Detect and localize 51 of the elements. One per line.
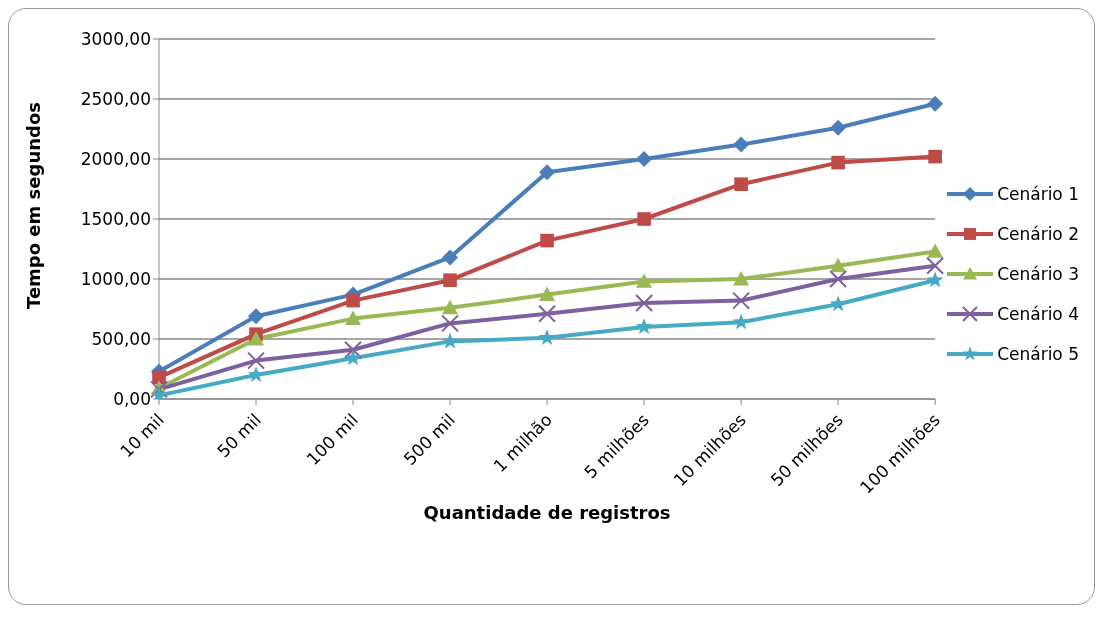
y-axis-title: Tempo em segundos [23,102,45,309]
point [248,331,265,346]
point [150,380,168,399]
point [248,308,265,325]
point [539,286,556,301]
y-tick-label: 3000,00 [80,29,151,50]
point [636,151,653,167]
point [733,136,750,153]
y-tick-label: 1500,00 [80,209,151,230]
x-tick-label: 50 mil [213,409,265,462]
point [926,256,945,275]
point [926,271,944,288]
point [346,293,360,308]
point [540,233,554,248]
y-tick-label: 1000,00 [80,269,151,290]
point [830,257,847,273]
point [637,212,651,226]
point [927,243,944,258]
x-axis-title: Quantidade de registros [423,502,671,523]
point [538,304,557,323]
legend-label: Cenário 3 [997,264,1079,284]
point [830,119,847,136]
point [441,314,460,333]
point [831,155,845,170]
point [734,177,748,191]
legend-label: Cenário 1 [997,184,1079,204]
point [344,340,363,359]
point [733,271,750,286]
point [928,149,942,164]
y-tick-label: 2500,00 [80,89,151,110]
point [345,310,362,325]
x-tick-label: 10 mil [116,409,168,462]
point [732,291,751,310]
point [829,270,848,288]
point [344,349,362,366]
legend-label: Cenário 2 [997,224,1079,244]
point [635,294,654,312]
y-tick-label: 500,00 [91,329,151,350]
point [442,299,459,315]
legend-label: Cenário 4 [997,304,1079,324]
point [636,273,653,288]
point [927,95,944,112]
point [247,351,266,370]
legend-label: Cenário 5 [997,344,1079,364]
point [441,332,459,349]
point [442,249,459,266]
point [539,164,556,181]
y-tick-label: 0,00 [113,389,151,410]
point [635,318,653,335]
point [443,273,457,287]
y-tick-label: 2000,00 [80,149,151,170]
